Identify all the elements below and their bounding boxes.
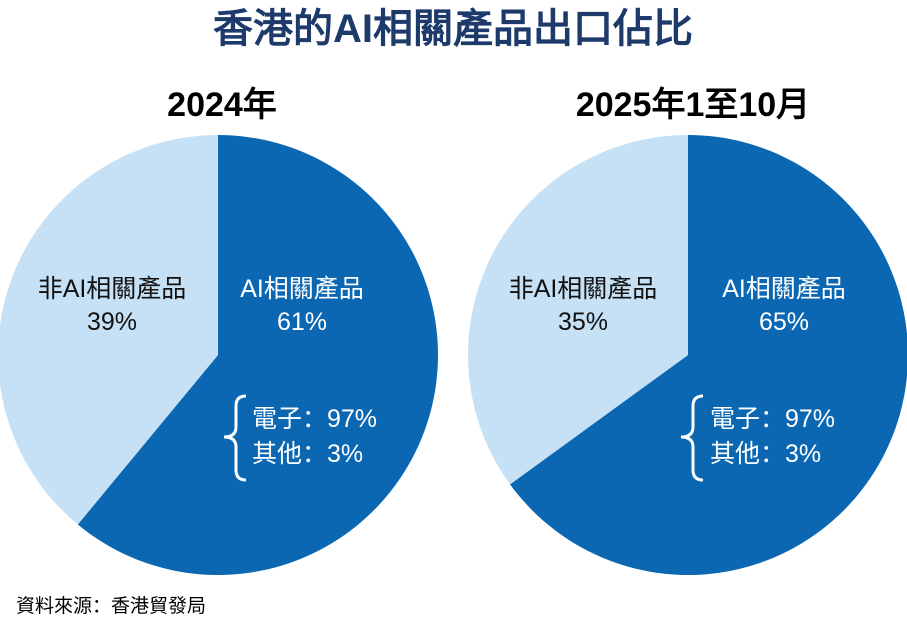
slice-value-ai: 61% [277, 308, 327, 336]
slice-label-non-ai: 非AI相關產品 [38, 275, 187, 303]
slice-value-non-ai: 39% [87, 308, 137, 336]
slice-value-non-ai: 35% [558, 308, 608, 336]
chart-title: 香港的AI相關產品出口佔比 [213, 7, 693, 51]
pie-title: 2025年1至10月 [576, 86, 810, 124]
brace-icon [223, 394, 247, 482]
pie-chart-2024: 2024年 AI相關產品 61% 非AI相關產品 39% 電子：97% 其他：3… [0, 86, 439, 575]
pie-title: 2024年 [167, 86, 277, 124]
slice-value-ai: 65% [759, 308, 809, 336]
breakdown-electronics: 電子：97% [252, 405, 377, 433]
pie-slice-non-ai [468, 135, 688, 485]
slice-label-non-ai: 非AI相關產品 [509, 275, 658, 303]
slice-label-ai: AI相關產品 [722, 275, 846, 303]
pie-chart-2025: 2025年1至10月 AI相關產品 65% 非AI相關產品 35% 電子：97%… [468, 86, 907, 575]
brace-icon [680, 394, 704, 482]
breakdown-other: 其他：3% [710, 440, 821, 468]
pie-slice-ai [77, 135, 439, 575]
slice-label-ai: AI相關產品 [240, 275, 364, 303]
breakdown-other: 其他：3% [252, 440, 363, 468]
source-note: 資料來源：香港貿發局 [16, 595, 206, 617]
breakdown-electronics: 電子：97% [710, 405, 835, 433]
pie-slice-ai [510, 135, 907, 575]
pie-slice-non-ai [0, 135, 218, 525]
